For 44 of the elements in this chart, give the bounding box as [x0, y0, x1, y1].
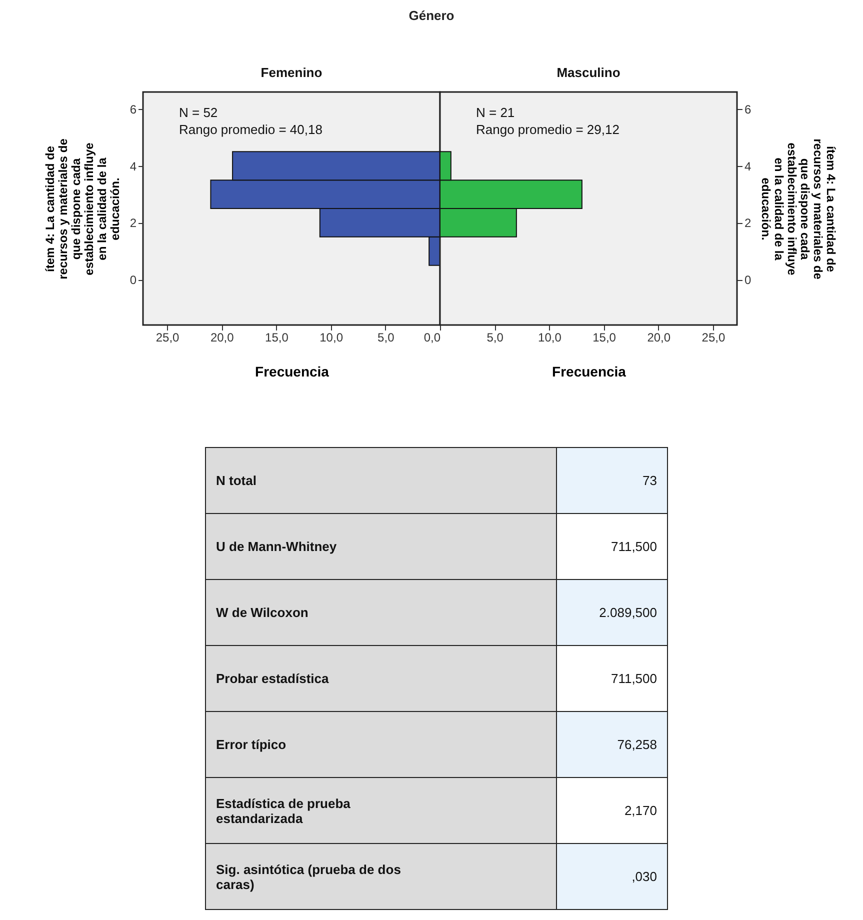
- x-tick-label: 10,0: [538, 330, 562, 344]
- y-tick-label: 6: [130, 102, 137, 117]
- text: Género: [408, 8, 456, 23]
- text: Error típico: [216, 737, 288, 752]
- y-tick-label: 4: [130, 159, 137, 174]
- x-tick-label: 25,0: [702, 330, 726, 344]
- text: Probar estadística: [216, 671, 330, 686]
- text: Sig. asintótica (prueba de dos caras): [216, 862, 402, 892]
- x-axis-title: Frecuencia: [552, 364, 626, 380]
- text: N total: [216, 473, 258, 488]
- x-tick-label: 15,0: [265, 330, 289, 344]
- y-axis-title: ítem 4: La cantidad de recursos y materiales de que dispone cada establecimiento influye en la calidad de la educación.: [759, 138, 838, 280]
- x-tick-label: 5,0: [486, 330, 504, 344]
- y-tick-label: 2: [130, 216, 137, 230]
- text: 711,500: [556, 646, 668, 712]
- annotation: N = 21: [476, 105, 515, 120]
- chart-title: Masculino: [556, 65, 620, 80]
- x-tick-label: 25,0: [156, 330, 180, 344]
- text: 73: [556, 448, 668, 514]
- text: 2.089,500: [556, 580, 668, 646]
- y-tick-label: 4: [744, 159, 752, 174]
- text: ,030: [556, 844, 668, 910]
- chart-title: Femenino: [260, 65, 322, 80]
- y-tick-label: 0: [130, 273, 137, 288]
- text: 76,258: [556, 712, 668, 778]
- x-tick-label: 0,0: [424, 330, 441, 344]
- text: 2,170: [556, 778, 668, 844]
- annotation: Rango promedio = 29,12: [476, 122, 620, 137]
- y-tick-label: 2: [744, 216, 752, 230]
- text: U de Mann-Whitney: [216, 539, 338, 554]
- x-tick-label: 20,0: [210, 330, 234, 344]
- y-tick-label: 6: [744, 102, 752, 117]
- annotation: Rango promedio = 40,18: [179, 122, 322, 137]
- text: W de Wilcoxon: [216, 605, 310, 620]
- x-tick-label: 15,0: [592, 330, 616, 344]
- x-tick-label: 5,0: [378, 330, 395, 344]
- text: Estadística de prueba estandarizada: [216, 796, 352, 826]
- x-tick-label: 20,0: [647, 330, 671, 344]
- x-tick-label: 10,0: [320, 330, 344, 344]
- y-axis-title: ítem 4: La cantidad de recursos y materiales de que dispone cada establecimiento influye en la calidad de la educación.: [42, 138, 122, 280]
- annotation: N = 52: [179, 105, 218, 120]
- y-tick-label: 0: [744, 273, 752, 288]
- x-axis-title: Frecuencia: [255, 364, 330, 380]
- text: 711,500: [556, 514, 668, 580]
